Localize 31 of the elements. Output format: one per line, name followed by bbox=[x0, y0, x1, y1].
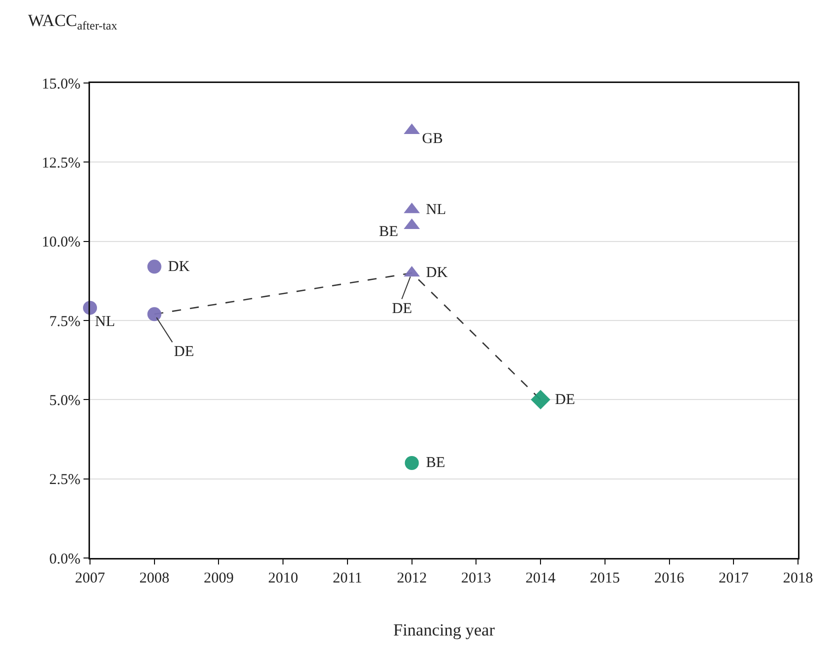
annotation: DE bbox=[555, 392, 575, 408]
x-tick-label: 2015 bbox=[590, 570, 620, 586]
y-tick-label: 15.0% bbox=[42, 76, 80, 92]
x-tick-label: 2010 bbox=[268, 570, 298, 586]
annotation: BE bbox=[426, 455, 446, 471]
x-tick-label: 2017 bbox=[718, 570, 750, 586]
x-tick-label: 2007 bbox=[75, 570, 106, 586]
y-tick-label: 2.5% bbox=[49, 472, 80, 488]
x-tick-label: 2016 bbox=[654, 570, 685, 586]
y-axis-title: WACC$_{after-tax}$ bbox=[28, 11, 118, 33]
y-tick-label: 12.5% bbox=[42, 155, 80, 172]
x-tick-label: 2011 bbox=[332, 570, 362, 586]
annotation: DK bbox=[168, 259, 190, 275]
y-tick-label: 0.0% bbox=[49, 551, 80, 568]
y-tick-label: 10.0% bbox=[42, 234, 80, 251]
annotation: BE bbox=[379, 224, 398, 240]
x-tick-label: 2012 bbox=[396, 570, 427, 586]
annotation: NL bbox=[426, 202, 446, 218]
y-tick-label: 5.0% bbox=[49, 392, 80, 409]
annotation: DK bbox=[426, 265, 448, 281]
x-tick-label: 2018 bbox=[783, 570, 813, 586]
x-tick-label: 2008 bbox=[139, 570, 170, 586]
y-tick-label: 7.5% bbox=[49, 314, 80, 330]
annotation: GB bbox=[422, 131, 443, 147]
annotation: NL bbox=[95, 314, 115, 330]
annotation: DE bbox=[174, 344, 194, 360]
x-tick-label: 2009 bbox=[204, 570, 234, 586]
x-tick-label: 2014 bbox=[526, 570, 556, 586]
x-axis-title: Financing year bbox=[393, 620, 496, 640]
x-tick-label: 2013 bbox=[461, 570, 492, 586]
annotation: DE bbox=[392, 301, 412, 317]
